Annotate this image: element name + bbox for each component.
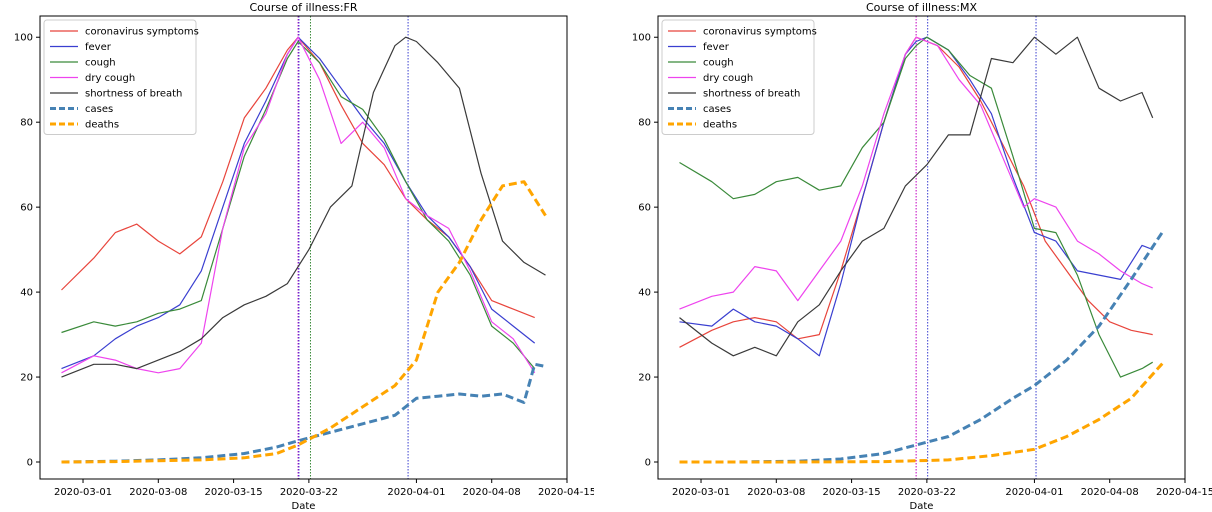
chart-title: Course of illness:FR [249,1,357,14]
y-tick-label: 100 [14,33,33,44]
x-tick-label: 2020-03-01 [54,487,112,498]
x-tick-label: 2020-04-01 [387,487,445,498]
x-tick-label: 2020-03-08 [747,487,805,498]
x-tick-label: 2020-03-15 [823,487,881,498]
series-line-cough [61,40,536,369]
legend-label-fever: fever [85,42,112,53]
x-tick-label: 2020-04-08 [463,487,521,498]
plot-frame [657,15,1186,480]
legend-label-cases: cases [85,104,113,115]
series-line-dry-cough [61,36,536,374]
x-axis-label: Date [292,501,316,512]
x-tick-label: 2020-04-15 [538,487,594,498]
series-group [61,36,547,464]
chart-fr: Course of illness:FR 0 20 40 60 80 100 2020-03-… [0,0,594,512]
y-tick-label: 60 [20,203,33,214]
y-tick-label: 0 [645,458,651,469]
legend: coronavirus symptoms fever cough dry cough s… [661,19,817,135]
x-tick-label: 2020-03-08 [129,487,187,498]
legend-label-cases: cases [703,104,731,115]
series-line-deaths [61,180,547,464]
series-line-dry-cough [679,36,1153,310]
legend-label-deaths: deaths [703,120,737,131]
legend-label-dry-cough: dry cough [85,73,135,84]
series-line-cases [61,362,546,464]
legend-box [661,19,815,135]
legend-label-coronavirus-symptoms: coronavirus symptoms [703,27,817,38]
y-tick-label: 40 [20,288,33,299]
y-tick-label: 100 [632,33,651,44]
x-tick-label: 2020-04-15 [1156,487,1212,498]
y-tick-label: 40 [638,288,651,299]
x-tick-label: 2020-03-22 [898,487,956,498]
series-line-cough [679,36,1154,378]
legend-label-cough: cough [703,58,734,69]
x-tick-label: 2020-04-01 [1005,487,1063,498]
plot-frame [39,15,568,480]
legend-box [43,19,197,135]
legend-label-shortness-of-breath: shortness of breath [703,89,800,100]
y-tick-label: 80 [638,118,651,129]
series-group [679,36,1165,464]
series-line-shortness-of-breath [61,36,546,378]
series-line-deaths [679,361,1165,464]
x-axis-label: Date [910,501,934,512]
legend-label-shortness-of-breath: shortness of breath [85,89,182,100]
y-tick-label: 20 [20,373,33,384]
y-tick-label: 80 [20,118,33,129]
x-tick-label: 2020-03-22 [280,487,338,498]
legend-label-coronavirus-symptoms: coronavirus symptoms [85,27,199,38]
chart-title: Course of illness:MX [866,1,978,14]
legend-label-fever: fever [703,42,730,53]
legend: coronavirus symptoms fever cough dry cough s… [43,19,199,135]
legend-label-cough: cough [85,58,116,69]
legend-label-dry-cough: dry cough [703,73,753,84]
chart-mx: Course of illness:MX 0 20 40 60 80 100 2020-03-… [618,0,1212,512]
x-tick-label: 2020-03-01 [672,487,730,498]
y-tick-label: 60 [638,203,651,214]
y-tick-label: 0 [27,458,33,469]
legend-label-deaths: deaths [85,120,119,131]
y-tick-label: 20 [638,373,651,384]
x-tick-label: 2020-03-15 [205,487,263,498]
series-line-shortness-of-breath [679,36,1154,357]
x-tick-label: 2020-04-08 [1081,487,1139,498]
